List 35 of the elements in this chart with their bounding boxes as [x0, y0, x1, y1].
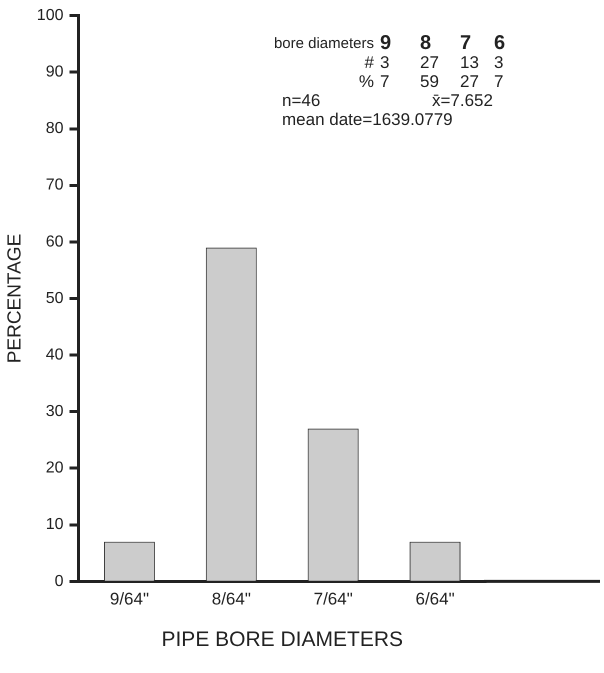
y-tick-label: 50	[46, 290, 64, 307]
x-tick-label: 9/64"	[110, 589, 149, 608]
text: 3	[493, 53, 504, 72]
annotation: 9	[379, 32, 392, 54]
annotation: 8	[419, 32, 432, 54]
annotation: %	[358, 72, 374, 91]
annotation: 7	[379, 72, 390, 91]
annotation: 27	[419, 53, 440, 72]
annotation: 3	[379, 53, 390, 72]
y-tick-label: 40	[46, 346, 64, 364]
annotation: 27	[459, 72, 480, 91]
annotation: x̄=7.652	[432, 91, 493, 110]
annotation: bore diameters	[272, 34, 374, 53]
annotation: 59	[419, 72, 440, 91]
y-tick-label: 20	[46, 460, 64, 477]
x-tick-label: 8/64"	[212, 589, 251, 608]
text: 6	[493, 32, 506, 54]
annotation: n=46	[282, 91, 322, 110]
x-tick-label: 7/64"	[314, 589, 353, 608]
y-tick-label: 0	[54, 572, 64, 590]
y-tick-label: 100	[36, 7, 64, 24]
y-tick-label: 80	[46, 120, 64, 138]
text: 7	[493, 72, 504, 91]
y-tick-label: 10	[46, 516, 64, 534]
y-axis-title: PERCENTAGE	[4, 234, 26, 364]
x-tick-label: 6/64"	[416, 589, 455, 608]
annotation: mean date=1639.0779	[281, 110, 454, 129]
y-tick-label: 90	[46, 64, 64, 81]
y-tick-label: 30	[46, 403, 64, 420]
y-tick-label: 60	[46, 233, 64, 250]
y-tick-label: 70	[46, 176, 64, 194]
annotation: 7	[459, 32, 472, 54]
annotation: #	[364, 53, 374, 72]
annotation: 13	[459, 53, 480, 72]
x-axis-title: PIPE BORE DIAMETERS	[161, 628, 404, 652]
